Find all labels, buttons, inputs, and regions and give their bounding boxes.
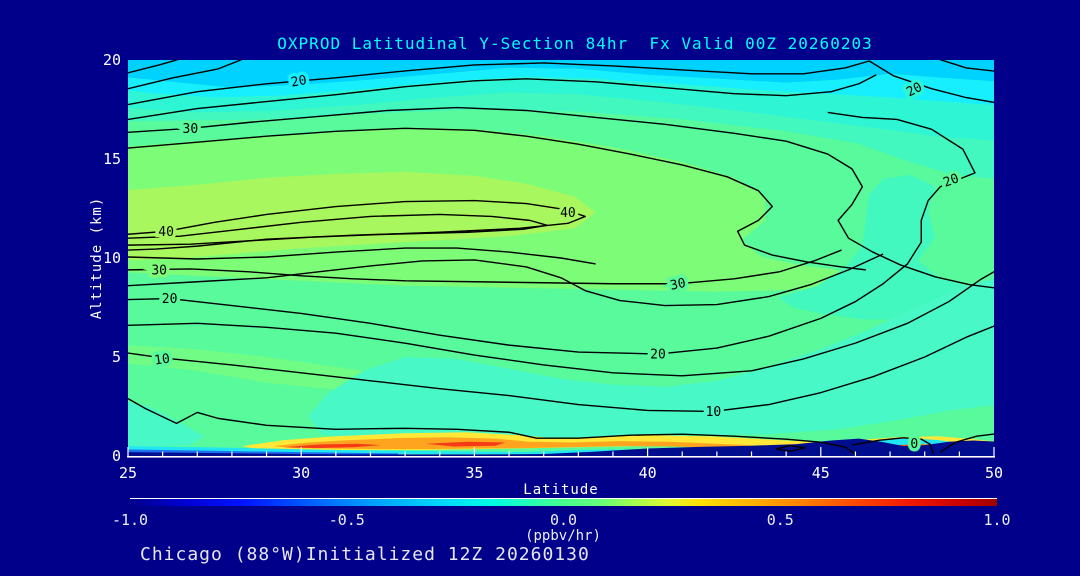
fill-region (283, 443, 381, 449)
x-tick-label: 25 (119, 464, 137, 482)
colorbar-tick-label: -0.5 (328, 511, 365, 529)
contour-label: 20 (650, 348, 666, 363)
contour-line (128, 127, 866, 271)
contour-line (128, 60, 994, 106)
contour-line (128, 253, 884, 307)
y-tick-label: 5 (112, 348, 121, 366)
y-tick-label: 0 (112, 447, 121, 465)
x-axis-line (127, 456, 995, 458)
fill-regions (128, 60, 994, 456)
fill-region (128, 67, 994, 106)
contour-line (775, 445, 806, 452)
contour-label: 10 (706, 405, 722, 420)
contour-line (128, 60, 180, 74)
contour-line (851, 437, 935, 455)
fill-region (128, 449, 399, 456)
contour-lines (128, 60, 994, 455)
colorbar-tick-label: 0.5 (766, 511, 794, 529)
contour-label: 10 (153, 351, 171, 368)
colorbar (130, 498, 997, 506)
y-axis-label: Altitude (km) (89, 196, 105, 320)
contour-label: 20 (290, 73, 308, 90)
fill-region (779, 174, 994, 320)
x-tick-label: 50 (985, 464, 1003, 482)
contour-line (939, 433, 994, 453)
x-tick-label: 45 (812, 464, 830, 482)
contour-label: 30 (669, 276, 687, 294)
footer-text: Chicago (88°W)Initialized 12Z 20260130 (140, 544, 590, 565)
fill-region (128, 76, 994, 141)
axes: 25 30 35 40 45 50 0 5 10 15 20 (103, 51, 1003, 482)
contour-line (939, 60, 994, 72)
y-tick-label: 15 (103, 150, 121, 168)
colorbar-tick-label: 1.0 (983, 511, 1011, 529)
contour-line (128, 271, 994, 377)
contour-line (128, 74, 877, 121)
contour-line (128, 60, 243, 90)
contour-line (128, 397, 856, 455)
contour-label: 40 (158, 225, 174, 240)
colorbar-tick-label: 0.0 (549, 511, 578, 529)
colorbar-units: (ppbv/hr) (525, 528, 601, 544)
colorbar-tick-label: -1.0 (111, 511, 149, 529)
contour-label: 0 (910, 437, 918, 452)
contour-line (128, 213, 548, 246)
contour-label: 20 (162, 292, 178, 307)
colorbar-tick-labels: -1.0 -0.5 0.0 0.5 1.0 (112, 511, 1011, 529)
fill-region (128, 402, 205, 448)
x-axis-label: Latitude (523, 482, 599, 498)
fill-region (308, 279, 994, 441)
contour-label: 30 (183, 122, 199, 137)
x-tick-label: 30 (292, 464, 310, 482)
contour-line (128, 111, 976, 355)
chart-title: OXPROD Latitudinal Y-Section 84hr Fx Val… (277, 34, 873, 53)
x-tick-label: 40 (639, 464, 657, 482)
contour-label: 30 (151, 263, 167, 278)
y-tick-label: 20 (103, 51, 121, 69)
x-tick-label: 35 (465, 464, 483, 482)
fill-region (128, 171, 596, 260)
fill-region (128, 438, 994, 456)
y-tick-label: 10 (103, 249, 121, 267)
contour-line (128, 325, 994, 413)
contour-label: 40 (560, 206, 576, 221)
fill-region (128, 60, 994, 88)
contour-line (128, 249, 842, 285)
fill-region (425, 441, 506, 447)
contour-line (128, 247, 596, 265)
contour-line (128, 106, 994, 289)
fill-region (273, 437, 967, 451)
